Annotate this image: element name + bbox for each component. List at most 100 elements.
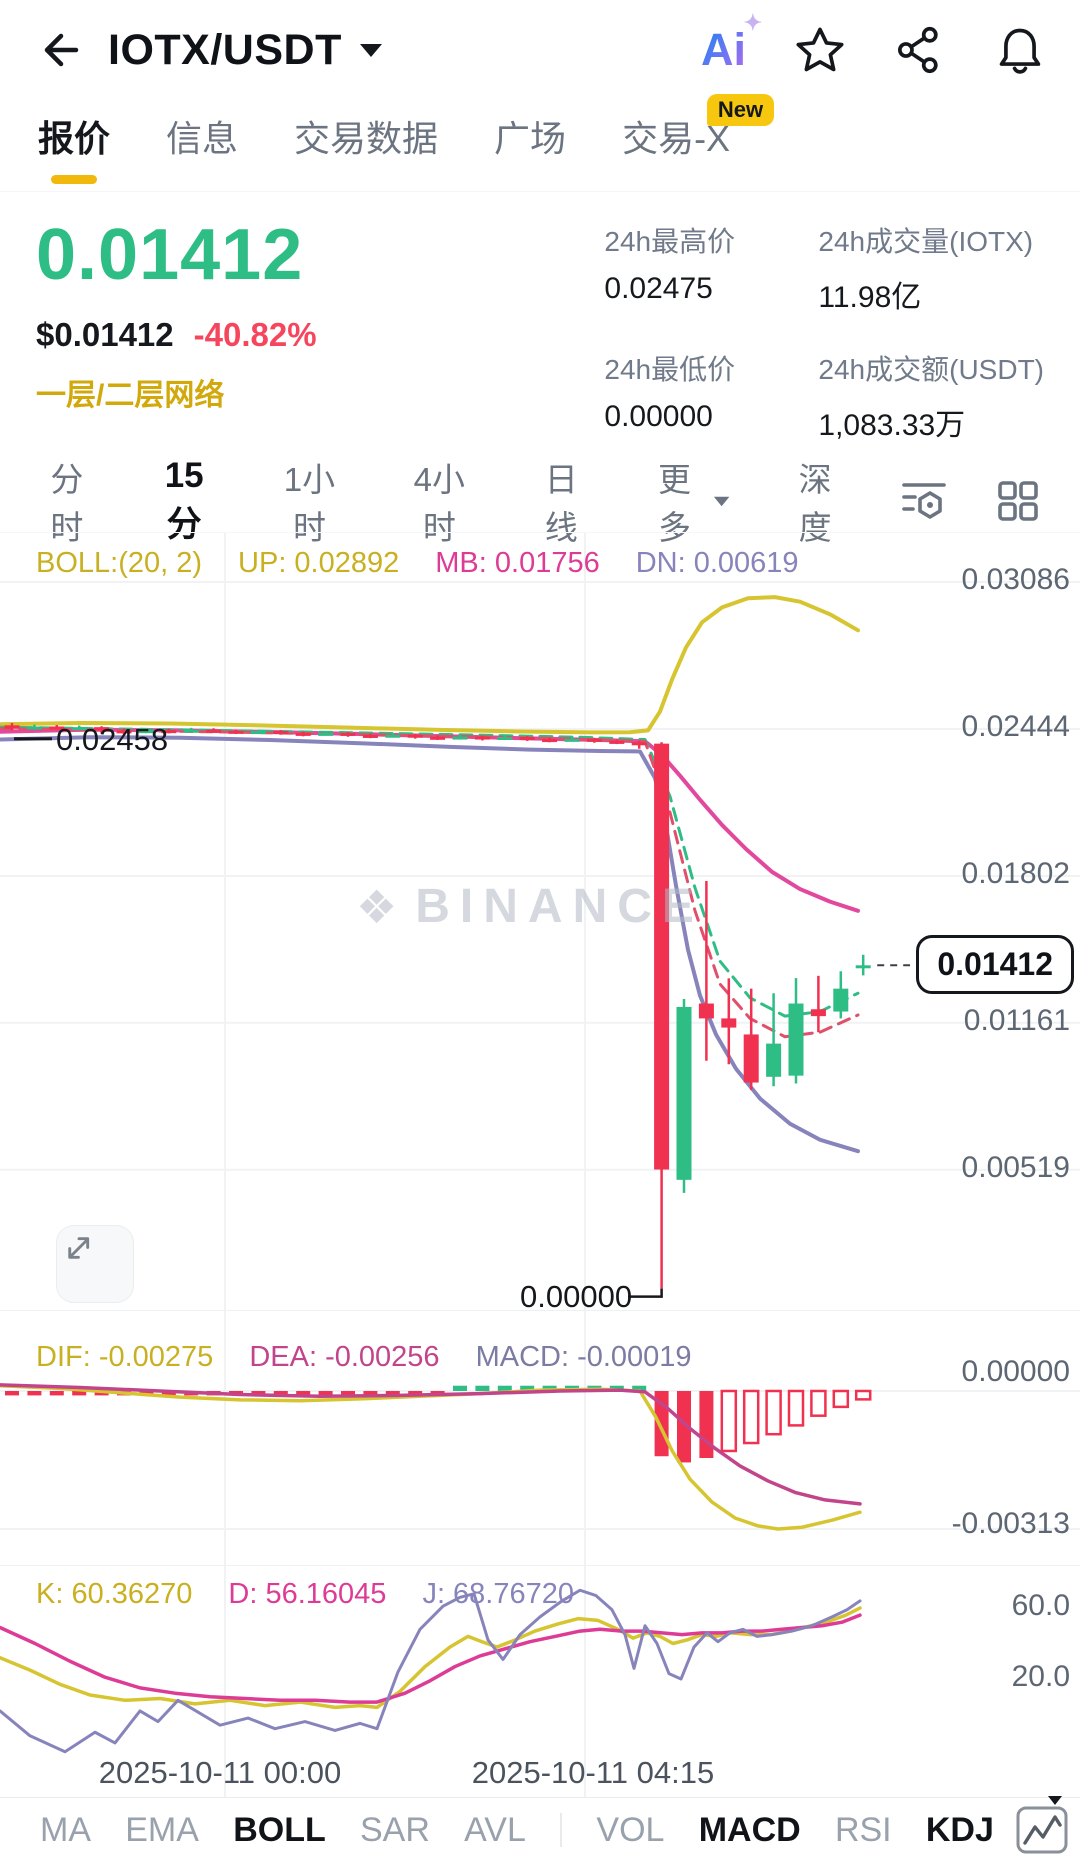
chart-style-button[interactable] — [1010, 1795, 1072, 1860]
macd-histogram-bar — [385, 1391, 400, 1396]
macd-histogram-bar — [632, 1385, 647, 1391]
candle-body — [497, 737, 513, 741]
candle-body — [833, 988, 849, 1012]
boll-values-row[interactable]: BOLL:(20, 2) UP: 0.02892 MB: 0.01756 DN: 0.… — [36, 547, 799, 580]
boll-upper-line — [0, 595, 860, 735]
candle-body — [228, 730, 244, 734]
kdj-values-row[interactable]: K: 60.36270 D: 56.16045 J: 68.76720 — [36, 1578, 574, 1611]
candle-body — [250, 731, 266, 735]
tab-info[interactable]: 信息 — [166, 110, 238, 162]
candle-body — [71, 727, 87, 731]
candle-body — [26, 726, 42, 730]
share-button[interactable] — [894, 24, 946, 76]
indicator-kdj[interactable]: KDJ — [925, 1810, 994, 1849]
candle-body — [810, 1009, 826, 1017]
kdj-indicator-value: D: 56.16045 — [228, 1578, 387, 1610]
y-axis-price-label: 0.01161 — [963, 1003, 1070, 1037]
candle-body — [721, 1018, 737, 1028]
back-button[interactable] — [34, 26, 84, 74]
boll-indicator-value: DN: 0.00619 — [635, 547, 799, 579]
macd-histogram-bar — [810, 1389, 827, 1417]
boll-indicator-value: MB: 0.01756 — [435, 547, 600, 579]
fullscreen-chart-button[interactable] — [56, 1225, 134, 1303]
macd-histogram-bar — [27, 1391, 42, 1396]
indicator-ma[interactable]: MA — [40, 1810, 91, 1849]
macd-histogram-bar — [699, 1391, 714, 1459]
candlestick-chart-section: BOLL:(20, 2) UP: 0.02892 MB: 0.01756 DN: 0.… — [0, 532, 1080, 1314]
tf-minute[interactable]: 分时 — [38, 453, 96, 549]
candle-body — [474, 736, 490, 740]
stat-24h-volume: 24h成交量(IOTX) 11.98亿 — [818, 220, 1044, 316]
tab-square[interactable]: 广场 — [494, 110, 566, 162]
candle-body — [519, 737, 535, 741]
macd-histogram-bar — [832, 1389, 850, 1409]
candlestick-chart[interactable] — [0, 533, 1080, 1311]
macd-histogram-bar — [475, 1385, 490, 1391]
indicator-sar[interactable]: SAR — [359, 1810, 430, 1849]
candle-body — [183, 729, 199, 733]
tab-quote[interactable]: 报价 — [38, 110, 110, 184]
y-axis-price-label: 0.02444 — [961, 709, 1070, 743]
expand-icon — [68, 1237, 90, 1259]
new-badge: New — [706, 94, 775, 126]
indicator-selector-bar: MA EMA BOLL SAR AVL VOL MACD RSI KDJ — [0, 1795, 1080, 1862]
kdj-chart[interactable] — [0, 1566, 1080, 1798]
macd-histogram-bar — [497, 1385, 512, 1391]
pair-selector[interactable]: IOTX/USDT — [108, 26, 384, 75]
kdj-indicator-value: J: 68.76720 — [422, 1578, 575, 1610]
candle-body — [430, 736, 446, 740]
candle-body — [407, 734, 423, 738]
tf-4h[interactable]: 4小时 — [402, 453, 476, 549]
tab-label: 报价 — [38, 118, 111, 159]
dea-line — [0, 1383, 862, 1506]
tf-more[interactable]: 更多 — [646, 453, 730, 549]
candle-body — [340, 732, 356, 736]
indicator-rsi[interactable]: RSI — [834, 1810, 892, 1849]
stat-label: 24h成交额(USDT) — [818, 354, 1044, 385]
boll-indicator-value: UP: 0.02892 — [238, 547, 400, 579]
network-tag[interactable]: 一层/二层网络 — [36, 379, 225, 412]
stat-label: 24h成交量(IOTX) — [818, 226, 1034, 257]
macd-histogram-bar — [341, 1391, 355, 1396]
back-arrow-icon — [44, 33, 79, 67]
favorite-star-button[interactable] — [794, 24, 846, 76]
ai-assistant-button[interactable]: Ai ✦ — [701, 10, 762, 76]
candle-body — [855, 965, 871, 969]
stat-value: 0.00000 — [604, 400, 713, 433]
chevron-down-icon — [713, 496, 730, 506]
tf-1d[interactable]: 日线 — [532, 453, 590, 549]
main-tab-bar: 报价 信息 交易数据 广场 交易-X New — [0, 94, 1080, 192]
tf-1h[interactable]: 1小时 — [273, 453, 347, 549]
candle-body — [116, 730, 132, 734]
active-tab-underline — [51, 175, 97, 184]
indicator-vol[interactable]: VOL — [596, 1810, 665, 1849]
macd-histogram-bar — [273, 1391, 288, 1396]
notifications-button[interactable] — [994, 24, 1046, 76]
indicator-settings-button[interactable] — [900, 477, 948, 525]
candle-body — [452, 736, 468, 740]
macd-chart[interactable] — [0, 1311, 1080, 1566]
layout-grid-button[interactable] — [994, 477, 1042, 525]
macd-histogram-bar — [5, 1391, 19, 1396]
tf-depth[interactable]: 深度 — [786, 453, 844, 549]
bell-icon — [999, 28, 1041, 74]
indicator-ema[interactable]: EMA — [125, 1810, 199, 1849]
d-line — [0, 1613, 862, 1704]
tab-trade-x[interactable]: 交易-X New — [622, 94, 775, 162]
boll-indicator-value: BOLL:(20, 2) — [36, 547, 203, 579]
candle-body — [138, 730, 154, 734]
tab-label: 广场 — [494, 118, 567, 159]
indicator-boll[interactable]: BOLL — [233, 1810, 326, 1849]
stat-label: 24h最高价 — [604, 226, 736, 257]
header-actions: Ai ✦ — [701, 10, 1046, 76]
macd-histogram-bar — [520, 1385, 535, 1391]
macd-histogram-bar — [49, 1391, 64, 1396]
indicator-macd[interactable]: MACD — [698, 1810, 801, 1849]
indicator-avl[interactable]: AVL — [464, 1810, 526, 1849]
macd-values-row[interactable]: DIF: -0.00275 DEA: -0.00256 MACD: -0.00019 — [36, 1341, 692, 1374]
tf-15m[interactable]: 15分 — [152, 456, 217, 547]
candle-body — [766, 1043, 782, 1077]
change-percent: -40.82% — [193, 316, 317, 353]
tab-trading-data[interactable]: 交易数据 — [294, 110, 438, 162]
star-icon — [796, 27, 844, 72]
